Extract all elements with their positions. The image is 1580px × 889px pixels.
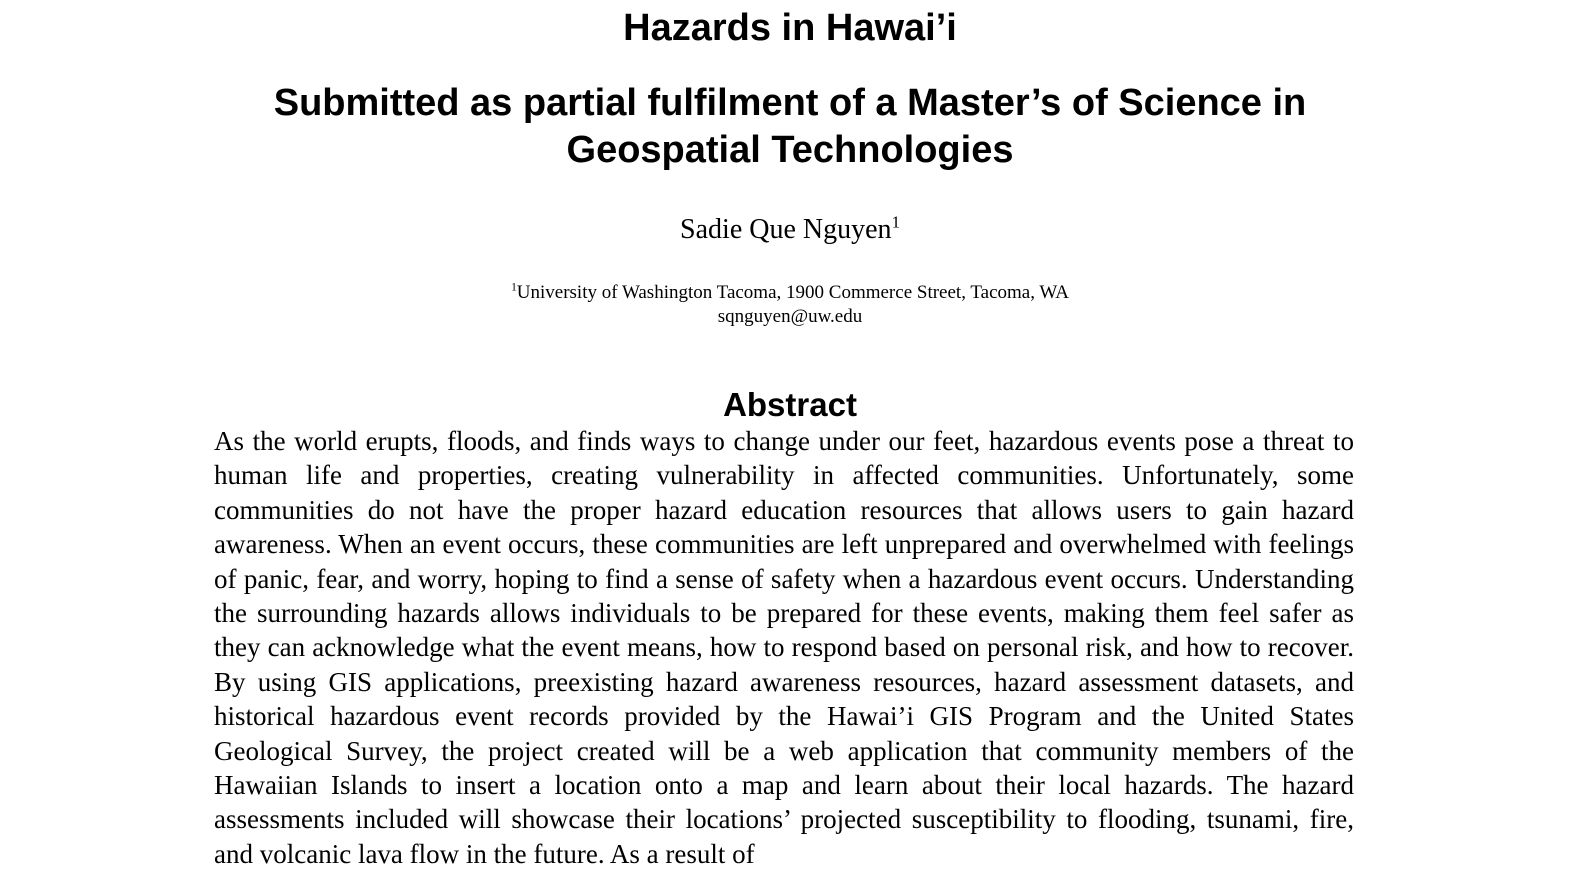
affiliation-text: University of Washington Tacoma, 1900 Co… — [516, 282, 1069, 303]
paper-subtitle-line-1: Submitted as partial fulfilment of a Mas… — [273, 82, 1307, 124]
abstract-heading: Abstract — [723, 386, 857, 423]
author-line: Sadie Que Nguyen1 — [0, 212, 1580, 248]
paper-subtitle: Submitted as partial fulfilment of a Mas… — [0, 80, 1580, 174]
author-affiliation-marker: 1 — [891, 212, 900, 232]
affiliation-marker: 1 — [511, 281, 517, 294]
paper-subtitle-line-2: Geospatial Technologies — [566, 129, 1014, 171]
affiliation-block: 1University of Washington Tacoma, 1900 C… — [0, 281, 1580, 329]
abstract-body: As the world erupts, floods, and finds w… — [214, 426, 1354, 869]
author-email: sqnguyen@uw.edu — [717, 306, 863, 327]
affiliation-line: 1University of Washington Tacoma, 1900 C… — [0, 281, 1580, 305]
author-name: Sadie Que Nguyen — [680, 214, 892, 245]
paper-title: Hazards in Hawai’i — [623, 7, 957, 49]
